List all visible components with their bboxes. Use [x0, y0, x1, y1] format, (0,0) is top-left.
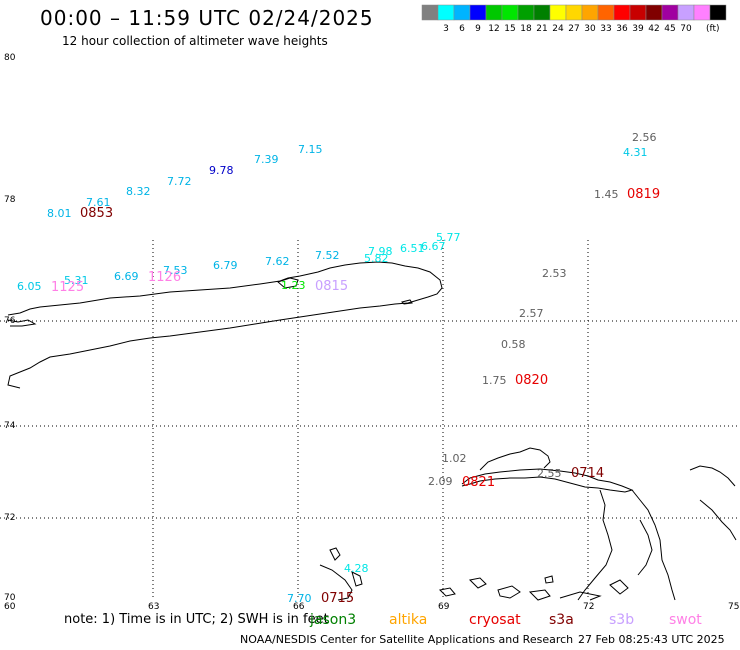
- wave-height-value: 2.55: [537, 467, 562, 480]
- wave-height-value: 7.98: [368, 245, 393, 258]
- map-title: 00:00 – 11:59 UTC 02/24/2025: [40, 6, 374, 30]
- legend-tick-label: 12: [488, 24, 499, 34]
- satellite-legend-jason3: jason3: [310, 612, 357, 628]
- satellite-legend-altika: altika: [389, 612, 428, 628]
- wave-height-value: 5.77: [436, 231, 461, 244]
- legend-tick-label: 6: [459, 24, 465, 34]
- satellite-legend-cryosat: cryosat: [469, 612, 521, 628]
- footnote: note: 1) Time is in UTC; 2) SWH is in fe…: [64, 612, 329, 627]
- pass-time-label: 0715: [321, 591, 354, 606]
- wave-height-value: 8.01: [47, 207, 72, 220]
- wave-height-value: 2.53: [542, 267, 567, 280]
- wave-height-value: 7.61: [86, 196, 111, 209]
- wave-height-value: 0.58: [501, 338, 526, 351]
- wave-height-value: 6.51: [400, 242, 425, 255]
- pass-time-label: 1126: [148, 270, 181, 285]
- yamal-coast: [461, 468, 634, 493]
- pass-time-label: 0820: [515, 373, 548, 388]
- wave-height-value: 1.02: [442, 452, 467, 465]
- wave-height-value: 4.31: [623, 146, 648, 159]
- legend-tick-label: 33: [600, 24, 611, 34]
- legend-unit: (ft): [706, 24, 720, 34]
- wave-height-value: 2.57: [519, 307, 544, 320]
- pass-times: 0819 0853 1125 1126 0815 0820 0821 0714 …: [51, 187, 660, 606]
- wave-height-value: 1.75: [482, 374, 507, 387]
- lon-label: 69: [438, 602, 450, 612]
- pass-time-label: 0853: [80, 206, 113, 221]
- wave-height-value: 7.70: [287, 592, 312, 605]
- legend-tick-label: 30: [584, 24, 596, 34]
- wave-height-value: 5.31: [64, 274, 89, 287]
- wave-height-value: 7.52: [315, 249, 340, 262]
- lat-label: 76: [4, 316, 16, 326]
- wave-height-value: 7.15: [298, 143, 323, 156]
- lat-label: 70: [4, 593, 16, 603]
- lat-label: 80: [4, 53, 16, 63]
- pass-time-label: 1125: [51, 280, 84, 295]
- wave-height-value: 1.45: [594, 188, 619, 201]
- generated-timestamp: 27 Feb 08:25:43 UTC 2025: [578, 633, 725, 646]
- wave-height-value: 8.32: [126, 185, 151, 198]
- credit-line: NOAA/NESDIS Center for Satellite Applica…: [240, 633, 574, 646]
- legend-tick-label: 42: [648, 24, 659, 34]
- legend-tick-label: 45: [664, 24, 675, 34]
- wave-height-value: 7.39: [254, 153, 279, 166]
- legend-tick-label: 18: [520, 24, 532, 34]
- legend-tick-label: 21: [536, 24, 547, 34]
- legend-swatch: [709, 4, 727, 21]
- graticule: [0, 240, 740, 600]
- satellite-legend-swot: swot: [669, 612, 702, 628]
- legend-tick-label: 36: [616, 24, 628, 34]
- coastlines: [7, 261, 737, 601]
- wave-height-value: 7.72: [167, 175, 192, 188]
- lon-label: 63: [148, 602, 159, 612]
- legend-tick-label: 39: [632, 24, 644, 34]
- map-subtitle: 12 hour collection of altimeter wave hei…: [62, 34, 328, 48]
- legend-tick-label: 3: [443, 24, 449, 34]
- wave-height-value: 7.53: [163, 264, 188, 277]
- wave-height-value: 6.69: [114, 270, 139, 283]
- lat-label: 78: [4, 195, 16, 205]
- lat-label: 72: [4, 513, 15, 523]
- lat-label: 74: [4, 421, 16, 431]
- legend-tick-label: 15: [504, 24, 515, 34]
- lon-label: 72: [583, 602, 594, 612]
- pass-time-label: 0819: [627, 187, 660, 202]
- satellite-legend-s3a: s3a: [549, 612, 574, 628]
- pass-time-label: 0714: [571, 466, 604, 481]
- legend-tick-label: 27: [568, 24, 579, 34]
- wave-height-value: 4.28: [344, 562, 369, 575]
- pass-time-label: 0821: [462, 475, 495, 490]
- pass-time-label: 0815: [315, 279, 348, 294]
- wave-height-value: 7.62: [265, 255, 290, 268]
- wave-height-value: 9.78: [209, 164, 234, 177]
- color-legend: 3 6 9 12 15 18 21 24 27 30 33 36 39 42 45 70 (ft): [421, 4, 727, 34]
- lon-label: 60: [4, 602, 16, 612]
- lon-label: 75: [728, 602, 739, 612]
- wave-height-value: 2.09: [428, 475, 453, 488]
- wave-height-value: 2.56: [632, 131, 657, 144]
- axis-labels: 80 78 76 74 72 70 60 63 66 69 72 75: [4, 53, 739, 612]
- wave-height-readings: 2.56 4.31 1.45 7.15 7.39 9.78 7.72 8.32 …: [17, 131, 657, 605]
- wave-height-value: 6.05: [17, 280, 42, 293]
- wave-height-value: 6.79: [213, 259, 238, 272]
- wave-height-value: 5.82: [364, 252, 389, 265]
- legend-tick-label: 9: [475, 24, 481, 34]
- wave-height-value: 1.23: [281, 279, 306, 292]
- lon-label: 66: [293, 602, 305, 612]
- satellite-legend-s3b: s3b: [609, 612, 635, 628]
- legend-tick-label: 70: [680, 24, 692, 34]
- wave-height-value: 6.67: [421, 240, 446, 253]
- novaya-zemlya-coast: [7, 261, 443, 389]
- legend-tick-label: 24: [552, 24, 564, 34]
